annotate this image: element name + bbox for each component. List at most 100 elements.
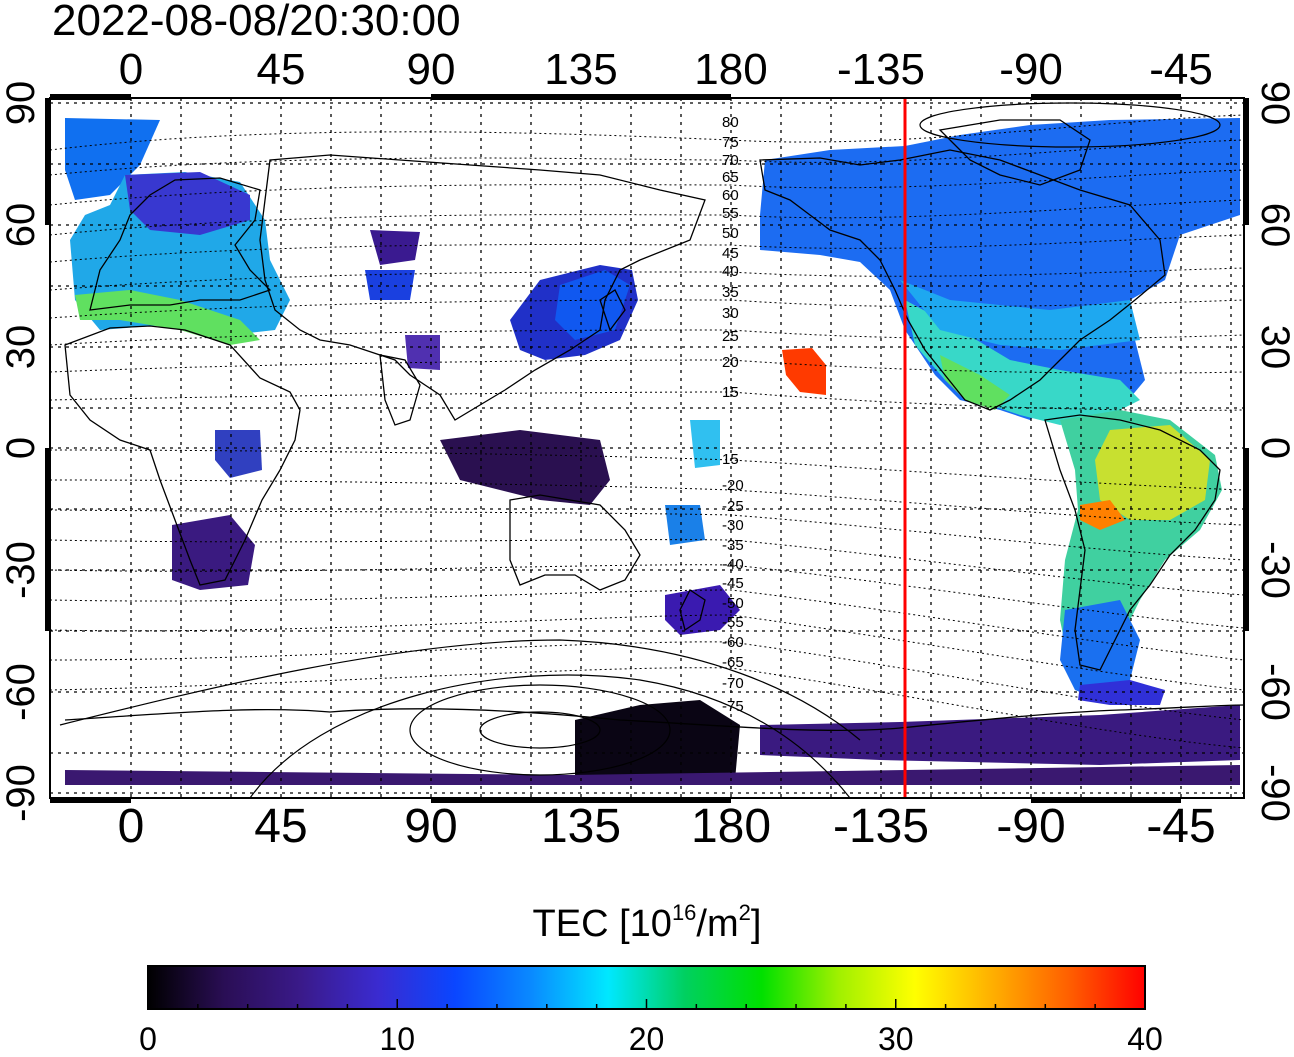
top-axis-label: -45 [1149,45,1213,94]
tec-region-antarctica-east [760,705,1240,765]
magnetic-latitude-label: -70 [722,675,744,692]
magnetic-latitude-label: 40 [722,263,739,280]
right-axis-label: 0 [1253,437,1294,459]
coastline-africa [64,325,301,586]
magnetic-latitude-label: 75 [722,134,739,151]
tec-region-brazil [1095,425,1210,520]
coastline-antarctica [64,704,1244,732]
magnetic-latitude-label: 65 [722,169,739,186]
datetime-title: 2022-08-08/20:30:00 [52,0,461,45]
left-axis-label: 90 [0,81,43,126]
colorbar-tick-label: 20 [629,1021,665,1057]
left-axis-label: -90 [0,764,43,822]
top-axis-label: 45 [257,45,306,94]
tec-region-tasman [665,505,705,545]
coastline-japan [599,289,626,332]
magnetic-latitude-label: 35 [722,284,739,301]
colorbar-title-close: ] [750,903,762,945]
colorbar-title: TEC [1016/m2] [0,902,1294,946]
left-axis-label: 0 [0,437,43,459]
right-axis-label: 30 [1253,325,1294,370]
magnetic-latitude-label: -20 [722,477,744,494]
magnetic-latitude-label: 15 [722,451,739,468]
polar-contours [59,102,1221,798]
tec-region-europe-south [75,290,260,345]
magnetic-latitude-label: -45 [722,575,744,592]
tec-region-north-america [760,118,1240,420]
magnetic-latitude-label: 25 [722,328,739,345]
top-axis-label: 135 [544,45,617,94]
magnetic-latitude-label: -50 [722,595,744,612]
magnetic-latitude-label: 30 [722,305,739,322]
tec-region-south-america-tip [1060,600,1140,700]
colorbar-title-main: TEC [10 [532,903,672,945]
tec-region-patagonia [1078,680,1165,705]
magnetic-latitude-label: -25 [722,498,744,515]
bottom-axis-label: 0 [118,800,145,853]
coastline-north-america [759,149,1166,411]
right-axis-label: 60 [1253,203,1294,248]
bottom-axis-label: 180 [691,800,771,853]
tec-region-brazil-hot [1080,500,1125,530]
tec-region-mexico [940,355,1010,410]
coastline-south-america [1044,414,1221,671]
top-axis-label: 0 [119,45,143,94]
bottom-axis-label: -135 [833,800,929,853]
tec-region-europe [65,118,160,200]
tec-region-north-america-band [900,280,1140,350]
colorbar-title-exponent: 16 [671,900,697,925]
magnetic-latitude-label: 20 [722,354,739,371]
magnetic-latitude-label: 60 [722,187,739,204]
magnetic-latitude-label: 50 [722,225,739,242]
magnetic-latitude-contours [50,114,1244,749]
coastline-greenland [938,119,1091,186]
colorbar-title-unit-exponent: 2 [738,900,751,925]
tec-region-pacific-red [782,348,826,395]
right-axis-label: -60 [1253,663,1294,721]
coastline-new-zealand [679,589,706,632]
bottom-axis-label: 45 [254,800,307,853]
tec-region-southern-africa [172,515,255,590]
colorbar-tick-label: 10 [379,1021,415,1057]
magnetic-latitude-label: 15 [722,384,739,401]
top-axis-label: -90 [999,45,1063,94]
top-axis-labels: 0 45 90 135 180 -135 -90 -45 [119,45,1213,94]
magnetic-latitude-label: 45 [722,245,739,262]
tec-region-india [405,335,440,370]
right-axis-labels: 90 60 30 0 -30 -60 -90 [1253,81,1294,822]
tec-region-southeast-asia [440,430,610,505]
tec-region-antarctica-dark [575,700,740,785]
top-axis-label: 90 [407,45,456,94]
right-axis-label: -30 [1253,541,1294,599]
magnetic-latitude-label: 70 [722,152,739,169]
magnetic-latitude-label: -65 [722,654,744,671]
left-axis-label: -30 [0,541,43,599]
bottom-axis-label: 135 [541,800,621,853]
magnetic-latitude-label: 55 [722,205,739,222]
left-axis-labels: 90 60 30 0 -30 -60 -90 [0,81,43,822]
coastline-europe [89,177,272,311]
magnetic-latitude-label: 80 [722,114,739,131]
bottom-axis-label: 90 [404,800,457,853]
colorbar-tick-label: 40 [1127,1021,1163,1057]
tec-region-africa-mid [215,430,262,478]
colorbar-tick-labels: 0 10 20 30 40 [139,1021,1163,1057]
left-axis-label: 60 [0,203,43,248]
coastline-india [379,354,421,426]
magnetic-latitude-label: -40 [722,556,744,573]
tec-region-asia-mid [365,270,415,300]
bottom-axis-labels: 0 45 90 135 180 -135 -90 -45 [118,800,1216,853]
magnetic-latitude-label: -55 [722,614,744,631]
coastline-asia [259,154,706,421]
bottom-axis-label: -45 [1146,800,1215,853]
colorbar-tick-label: 0 [139,1021,157,1057]
colorbar-title-unit: /m [696,903,739,945]
tec-region-north-america-south [905,300,1140,425]
tec-region-asia-north [370,230,420,265]
coastline-australia [509,494,641,591]
coastlines [64,119,1244,732]
tec-region-scandinavia [125,172,250,235]
top-axis-label: -135 [837,45,925,94]
tec-region-pacific-patch [690,420,720,468]
